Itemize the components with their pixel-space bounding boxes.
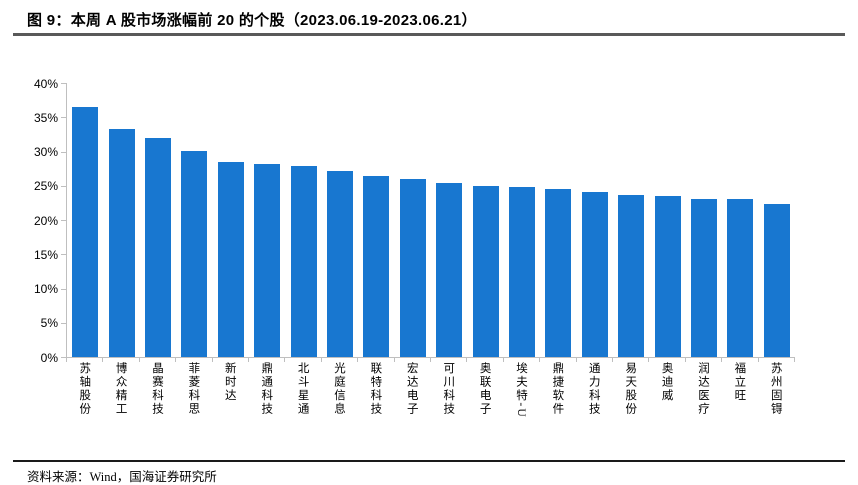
x-axis-tick (539, 358, 541, 362)
x-axis-tick (466, 358, 468, 362)
plot-area (66, 83, 795, 358)
y-axis-tick (61, 117, 66, 119)
y-axis-tick (61, 254, 66, 256)
y-axis-label: 10% (33, 282, 58, 296)
bar (108, 128, 135, 357)
y-axis-label: 0% (40, 350, 58, 365)
x-axis-label: 苏轴股份 (78, 362, 91, 416)
bar (145, 137, 171, 357)
y-axis-label: 5% (40, 316, 58, 331)
x-axis-tick (684, 358, 686, 362)
y-axis-label: 30% (33, 145, 58, 159)
y-axis-tick (61, 220, 66, 221)
x-axis-label: 苏州固锝 (769, 362, 782, 416)
x-axis-tick (612, 358, 613, 362)
y-axis-tick (61, 151, 66, 153)
x-axis-label: 福立旺 (733, 362, 746, 403)
bar (727, 199, 754, 357)
y-axis-tick (61, 83, 66, 84)
bar (509, 187, 535, 357)
x-axis-label: 菲菱科思 (187, 362, 200, 416)
bar (254, 163, 281, 357)
x-axis-tick (721, 358, 723, 362)
x-axis-label: 宏达电子 (405, 362, 418, 416)
x-axis-label: 鼎通科技 (260, 362, 273, 416)
y-axis-tick (61, 322, 66, 324)
x-axis-label: 博众精工 (114, 362, 127, 416)
x-axis-label: 奥联电子 (478, 362, 491, 416)
bar (290, 165, 317, 357)
footer-divider (13, 460, 845, 462)
x-axis-tick (648, 358, 650, 362)
figure-title: 图 9：本周 A 股市场涨幅前 20 的个股（2023.06.19-2023.0… (27, 12, 477, 29)
y-axis-label: 25% (33, 179, 58, 194)
x-axis-tick (248, 358, 249, 362)
x-axis-tick (757, 358, 759, 362)
y-axis-tick (61, 288, 66, 290)
bar (217, 161, 244, 357)
bar (618, 195, 645, 357)
y-axis-tick (61, 185, 66, 187)
bar-chart: 0% 5% 10% 15% 20% 25% 30% 35% 40% 苏轴股份 博众精工 晶赛科技 菲菱… (33, 76, 795, 419)
x-axis-label: 可川科技 (442, 362, 455, 416)
x-axis-tick (357, 358, 359, 362)
bar (545, 188, 572, 357)
x-axis-tick (393, 358, 395, 362)
x-axis-tick (102, 358, 104, 362)
bar (72, 106, 99, 357)
x-axis-tick (138, 358, 140, 362)
y-axis-label: 40% (33, 76, 58, 91)
x-axis-label: 联特科技 (369, 362, 382, 416)
x-axis-tick (284, 358, 286, 362)
x-axis-tick (320, 358, 322, 362)
title-divider (13, 33, 845, 36)
x-axis-tick (211, 358, 213, 362)
x-axis-label: 北斗星通 (296, 362, 309, 416)
bar (763, 203, 790, 357)
x-axis-label: 易天股份 (624, 362, 637, 416)
bar (654, 196, 681, 357)
bar (363, 176, 390, 357)
x-axis-tick (794, 358, 795, 362)
x-axis-tick (575, 358, 577, 362)
x-axis-label: 鼎捷软件 (551, 362, 564, 416)
bar (327, 170, 353, 357)
x-axis-tick (66, 358, 67, 362)
x-axis-label: 晶赛科技 (151, 362, 163, 416)
bar (472, 185, 499, 357)
x-axis-label: 新时达 (223, 362, 236, 403)
x-axis-tick (430, 358, 431, 362)
bar (581, 191, 608, 357)
x-axis-label: 埃夫特-U (515, 362, 527, 419)
y-axis-tick (61, 357, 66, 358)
x-axis-label: 光庭信息 (333, 362, 345, 416)
x-axis-label: 奥迪威 (660, 362, 673, 403)
bar (181, 150, 208, 357)
x-axis-label: 润达医疗 (697, 362, 709, 416)
y-axis-label: 15% (33, 247, 58, 262)
x-axis-tick (502, 358, 504, 362)
bar (399, 178, 426, 357)
y-axis-label: 20% (33, 213, 58, 228)
x-axis-tick (175, 358, 177, 362)
source-note: 资料来源：Wind，国海证券研究所 (27, 470, 217, 484)
bar (691, 198, 717, 357)
bar (436, 183, 463, 357)
y-axis-label: 35% (33, 110, 58, 125)
x-axis-label: 通力科技 (587, 362, 600, 416)
